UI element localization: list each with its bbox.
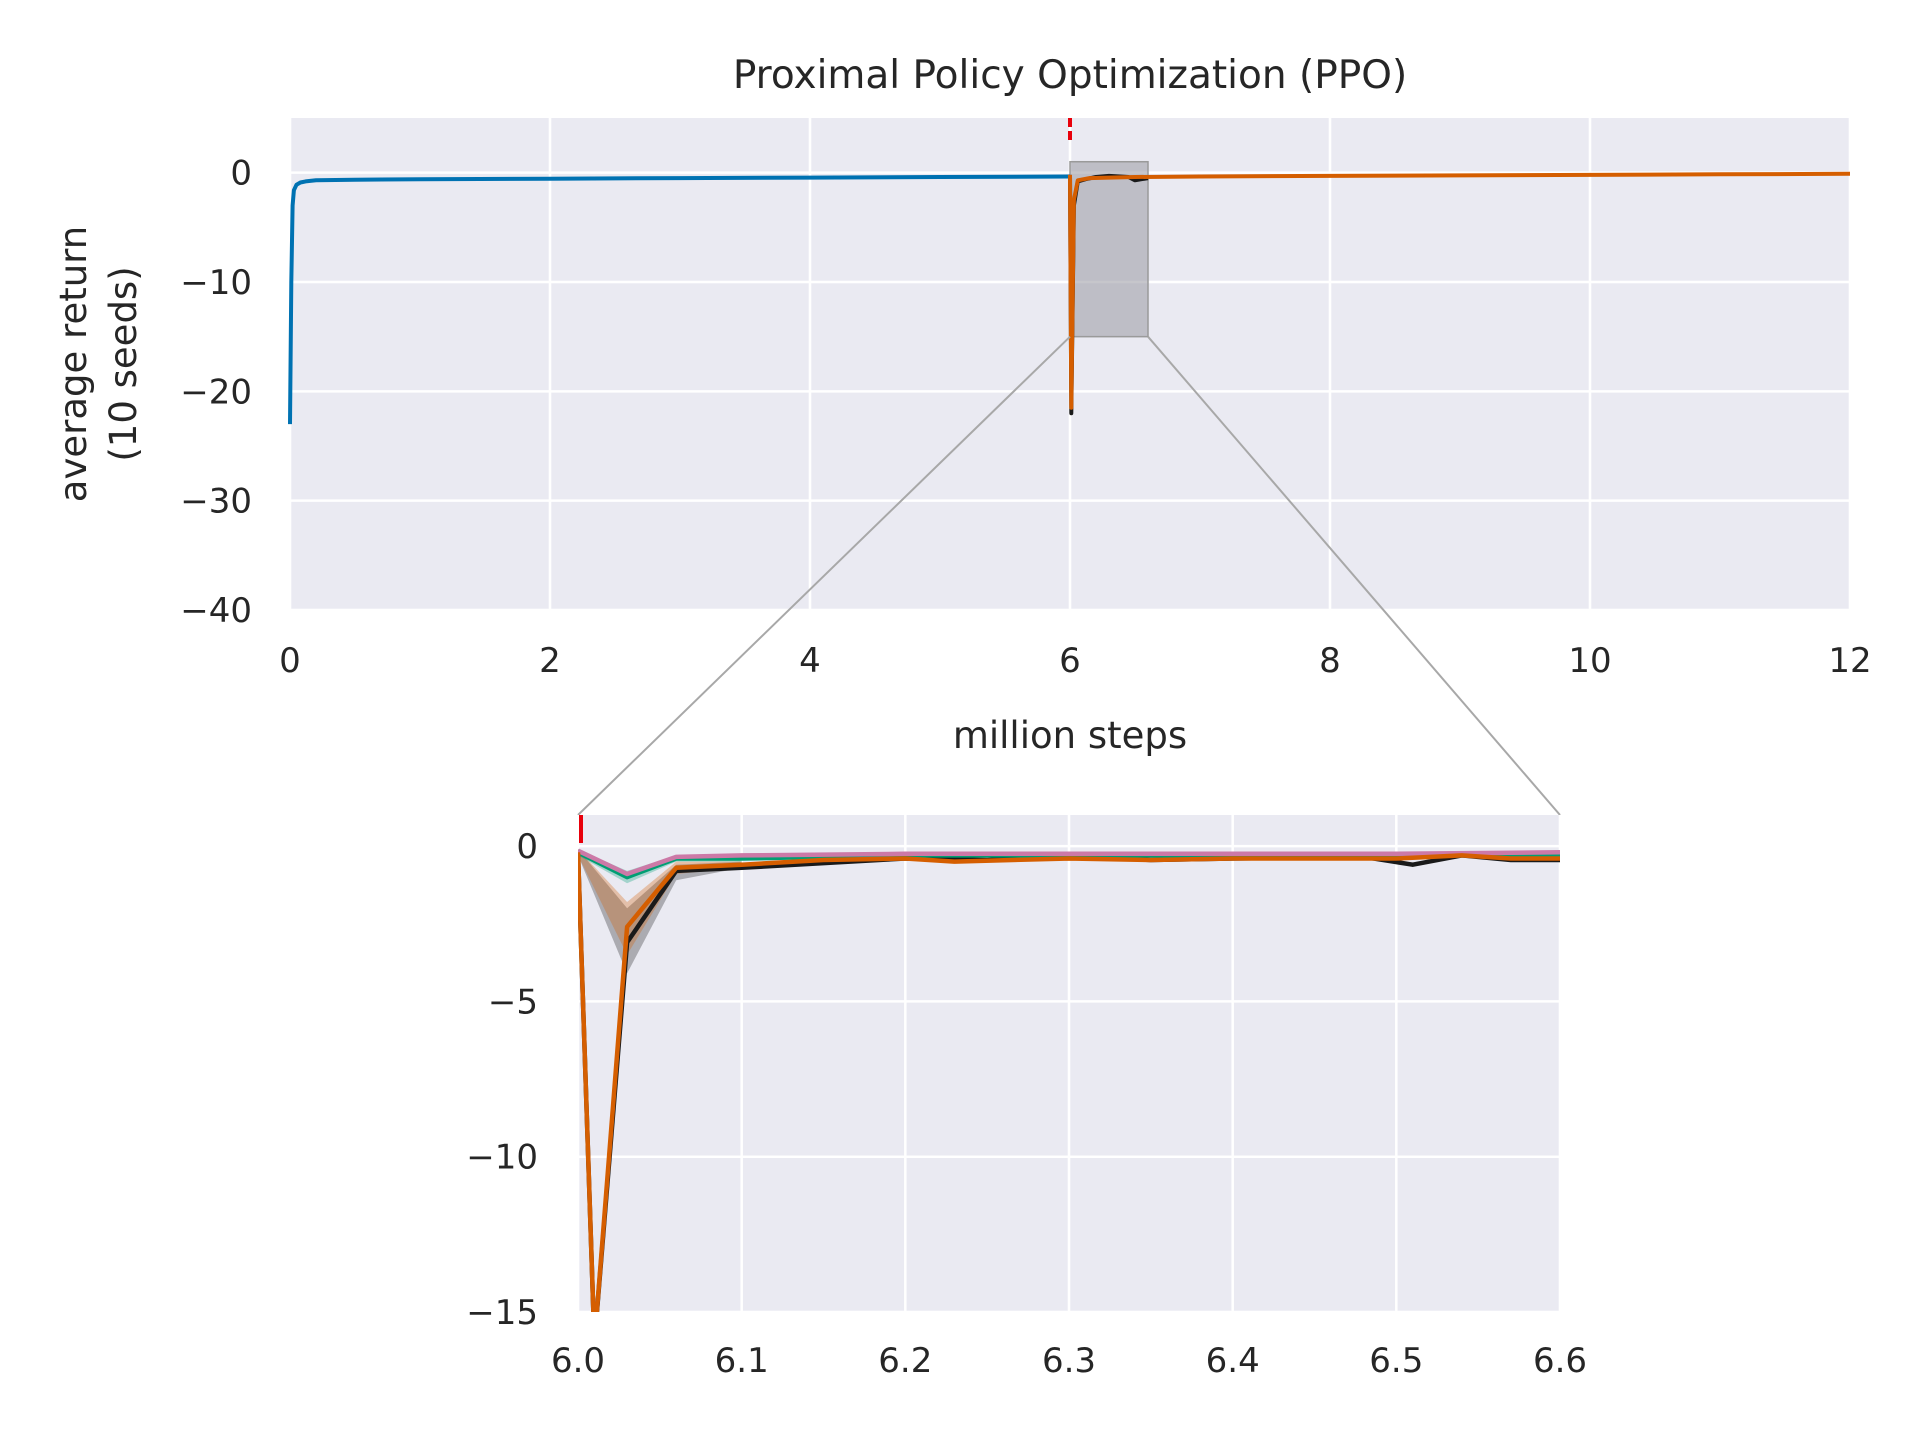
main-y-tick-label: −30 [180,482,252,522]
inset-x-tick-label: 6.1 [715,1341,769,1381]
main-y-tick-label: −40 [180,591,252,631]
zoom-indicator-box [1069,160,1149,338]
inset-band-1 [578,849,742,955]
inset-y-tick-label: −15 [466,1293,538,1333]
inset-y-tick-label: −10 [466,1138,538,1178]
zoom-region [1069,160,1149,338]
inset-y-tick-label: 0 [516,827,538,867]
main-series-line-0 [288,174,1071,425]
main-x-tick-label: 4 [799,641,821,681]
main-series-line-2 [1068,171,1851,410]
main-y-tick-label: −10 [180,263,252,303]
main-x-tick-label: 12 [1828,641,1871,681]
chart-title: Proximal Policy Optimization (PPO) [733,53,1407,98]
inset-x-tick-label: 6.2 [878,1341,932,1381]
zoom-connector-left [577,335,1071,816]
main-x-tick-label: 8 [1319,641,1341,681]
zoom-connector-lines [577,335,1561,816]
y-axis-label-line2: (10 seeds) [102,266,145,461]
y-axis-label-line1: average return [52,226,95,502]
inset-tick-labels: 6.0 6.1 6.2 6.3 6.4 6.5 6.6 0 −5 −10 −15 [466,827,1587,1381]
inset-x-tick-label: 6.6 [1533,1341,1587,1381]
inset-x-tick-label: 6.4 [1206,1341,1260,1381]
inset-band-0 [578,849,742,974]
main-series-group [288,171,1851,425]
inset-gridlines [576,815,1562,1314]
main-tick-labels: 0 2 4 6 8 10 12 0 −10 −20 −30 −40 [180,154,1871,681]
inset-series-line-2 [578,848,1560,877]
inset-series-line-3 [578,852,1560,1312]
main-y-tick-label: −20 [180,372,252,412]
main-x-tick-label: 10 [1568,641,1611,681]
inset-x-tick-label: 6.0 [551,1341,605,1381]
inset-x-tick-label: 6.5 [1369,1341,1423,1381]
inset-x-tick-label: 6.3 [1042,1341,1096,1381]
inset-y-tick-label: −5 [488,982,538,1022]
x-axis-label: million steps [953,714,1187,757]
main-y-tick-label: 0 [230,154,252,194]
main-x-tick-label: 0 [279,641,301,681]
zoom-connector-right [1147,336,1561,816]
main-x-tick-label: 2 [539,641,561,681]
inset-series-group [578,848,1560,1312]
main-x-tick-label: 6 [1059,641,1081,681]
